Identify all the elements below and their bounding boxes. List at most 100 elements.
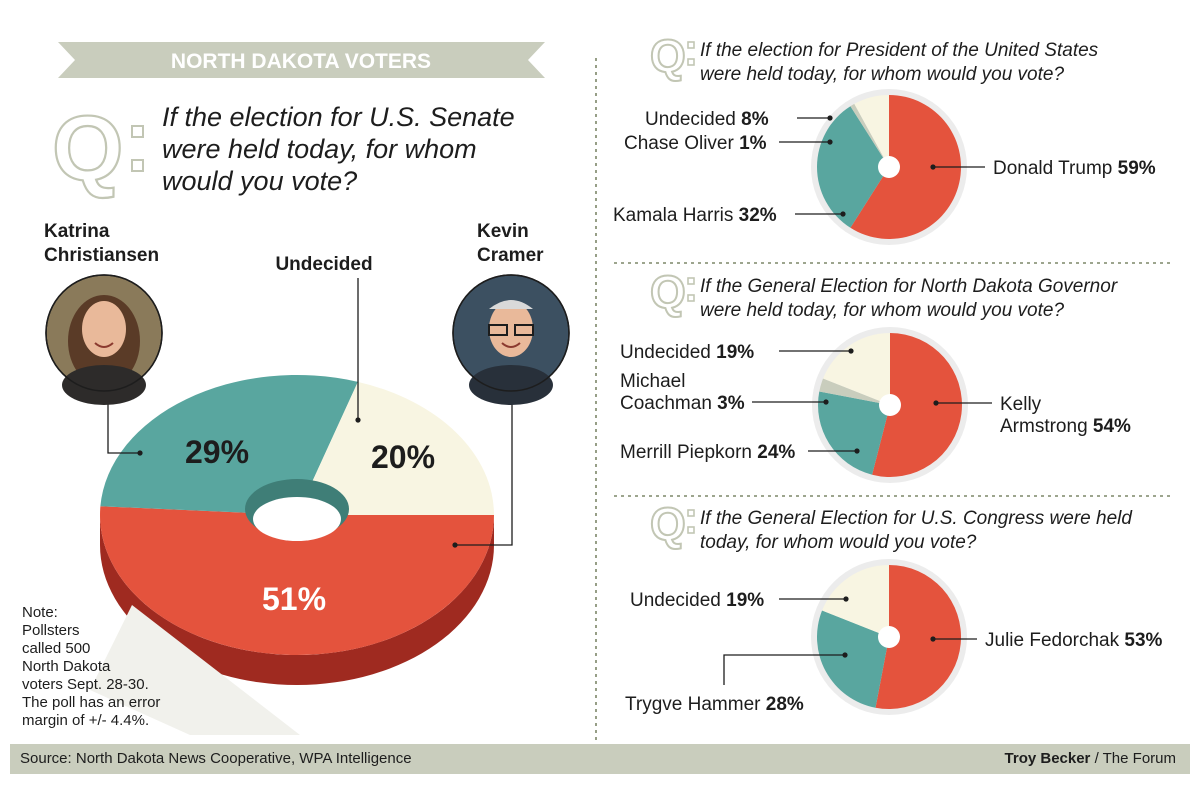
congress-pie-label: Julie Fedorchak 53% [985, 630, 1163, 651]
candidate-name-cramer: Cramer [477, 245, 544, 266]
president-pie-leader-dot [930, 164, 936, 170]
congress-pie-question-line: today, for whom would you vote? [700, 532, 977, 553]
governor-pie-slice [823, 333, 890, 405]
governor-pie-label: Undecided 19% [620, 342, 754, 363]
governor-pie-q-icon: Q [650, 266, 686, 318]
president-pie-label: Undecided 8% [645, 109, 769, 130]
president-pie-slice [850, 103, 889, 167]
note-line: The poll has an error [22, 694, 161, 711]
poll-note: Note: Pollsters called 500 North Dakota … [22, 604, 202, 730]
governor-pie-hole [879, 394, 901, 416]
candidate-name-cramer: Kevin [477, 221, 529, 242]
president-pie-label: Chase Oliver 1% [624, 133, 767, 154]
senate-hole [253, 497, 341, 541]
note-line: voters Sept. 28-30. [22, 676, 149, 693]
governor-pie-slice [872, 333, 962, 477]
note-line: called 500 [22, 640, 91, 657]
governor-pie-question-line: were held today, for whom would you vote… [700, 300, 1064, 321]
president-pie-label: Donald Trump 59% [993, 158, 1156, 179]
congress-pie-question-line: If the General Election for U.S. Congres… [700, 508, 1133, 529]
colon-icon [687, 509, 695, 517]
slice-name: Trygve Hammer 28% [625, 694, 804, 715]
senate-question-line: would you vote? [162, 166, 357, 196]
photo-christiansen [45, 274, 163, 405]
slice-name: Merrill Piepkorn 24% [620, 442, 795, 463]
senate-label-cramer: 51% [262, 581, 326, 617]
governor-pie-label: Merrill Piepkorn 24% [620, 442, 795, 463]
slice-name: Donald Trump 59% [993, 158, 1156, 179]
source-text: Source: North Dakota News Cooperative, W… [20, 750, 412, 767]
senate-slice-undecided [297, 381, 494, 515]
president-pie-q-icon: Q [650, 30, 686, 82]
slice-name: Armstrong 54% [1000, 416, 1131, 437]
governor-pie [812, 327, 968, 483]
q-icon-large: Q [52, 98, 124, 200]
senate-slice-side-cramer [100, 515, 494, 685]
colon-icon [687, 58, 695, 66]
governor-pie-slice [818, 391, 890, 475]
congress-pie-leader-dot [843, 596, 849, 602]
leader-christiansen-dot [137, 450, 143, 456]
photo-cramer [452, 274, 570, 405]
senate-label-undecided: 20% [371, 439, 435, 475]
credit: Troy Becker / The Forum [1005, 744, 1176, 774]
slice-name: Undecided 19% [620, 342, 754, 363]
colon-icon [131, 159, 144, 172]
senate-question-line: If the election for U.S. Senate [162, 102, 515, 132]
colon-icon [687, 526, 695, 534]
candidate-name-christiansen: Christiansen [44, 245, 159, 266]
congress-pie-label: Trygve Hammer 28% [625, 694, 804, 715]
congress-pie-slice [822, 565, 889, 637]
president-pie [811, 89, 967, 245]
senate-question-line: were held today, for whom [162, 134, 477, 164]
colon-icon [687, 277, 695, 285]
congress-pie [811, 559, 967, 715]
congress-pie-slice [817, 610, 889, 708]
note-line: Pollsters [22, 622, 80, 639]
senate-slice-cramer [99, 506, 494, 656]
president-pie-slice [817, 106, 889, 228]
governor-pie-slice [819, 378, 890, 405]
credit-name: Troy Becker [1004, 750, 1091, 767]
governor-pie-leader-dot [933, 400, 939, 406]
colon-icon [687, 41, 695, 49]
president-pie-leader-dot [827, 115, 833, 121]
banner-title: NORTH DAKOTA VOTERS [171, 50, 431, 73]
president-pie-hole [878, 156, 900, 178]
note-line: Note: [22, 604, 58, 621]
candidate-name-christiansen: Katrina [44, 221, 110, 242]
slice-name: Michael [620, 371, 685, 392]
governor-pie-leader-dot [848, 348, 854, 354]
slice-name: Undecided 19% [630, 590, 764, 611]
slice-name: Coachman 3% [620, 393, 745, 414]
slice-name: Kamala Harris 32% [613, 205, 777, 226]
governor-pie-leader-dot [823, 399, 829, 405]
congress-pie-slice [875, 565, 962, 709]
slice-name: Julie Fedorchak 53% [985, 630, 1163, 651]
president-pie-question-line: were held today, for whom would you vote… [700, 64, 1064, 85]
note-line: margin of +/- 4.4%. [22, 712, 150, 729]
senate-label-christiansen: 29% [185, 434, 249, 470]
congress-pie-leader [723, 654, 845, 685]
slice-name: Chase Oliver 1% [624, 133, 767, 154]
leader-cramer-dot [452, 542, 458, 548]
banner-ribbon [58, 42, 545, 78]
credit-org: / The Forum [1090, 750, 1176, 767]
senate-pie-side [100, 515, 494, 685]
president-pie-leader-dot [840, 211, 846, 217]
president-pie-slice [850, 94, 962, 239]
senate-undecided-name: Undecided [275, 254, 372, 275]
leader-undecided-dot [355, 417, 361, 423]
slice-name: Kelly [1000, 394, 1042, 415]
congress-pie-leader-dot [930, 636, 936, 642]
colon-icon [131, 125, 144, 138]
president-pie-leader-dot [827, 139, 833, 145]
leader-christiansen [107, 390, 140, 454]
president-pie-label: Kamala Harris 32% [613, 205, 777, 226]
president-pie-slice [854, 95, 889, 167]
leader-cramer [455, 390, 513, 546]
